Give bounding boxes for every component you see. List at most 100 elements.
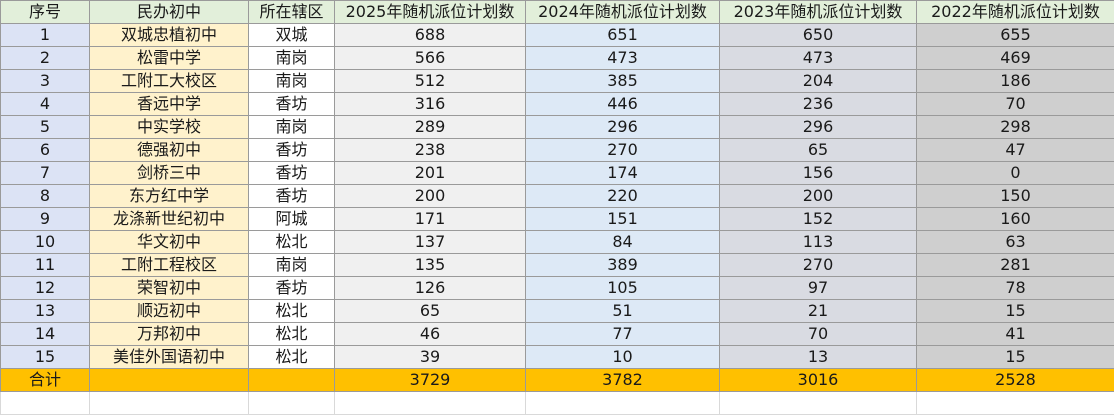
total-cell-district [248,368,335,392]
cell-seq: 12 [0,276,90,300]
cell-2022: 47 [916,138,1114,162]
header-row: 序号 民办初中 所在辖区 2025年随机派位计划数 2024年随机派位计划数 2… [0,0,1114,24]
cell-school: 中实学校 [89,115,249,139]
header-district: 所在辖区 [248,0,335,24]
cell-2023: 97 [719,276,917,300]
table-row: 4 香远中学 香坊 316 446 236 70 [0,92,1114,116]
table-row: 10 华文初中 松北 137 84 113 63 [0,230,1114,254]
cell-seq: 13 [0,299,90,323]
cell-2025: 566 [334,46,526,70]
cell-2022: 15 [916,345,1114,369]
cell-seq: 10 [0,230,90,254]
header-2024: 2024年随机派位计划数 [525,0,720,24]
cell-seq: 15 [0,345,90,369]
cell-2025: 238 [334,138,526,162]
empty-cell[interactable] [334,391,526,415]
cell-school: 剑桥三中 [89,161,249,185]
cell-seq: 1 [0,23,90,47]
cell-district: 香坊 [248,138,335,162]
empty-cell[interactable] [248,391,335,415]
header-2023: 2023年随机派位计划数 [719,0,917,24]
table-row: 9 龙涤新世纪初中 阿城 171 151 152 160 [0,207,1114,231]
cell-2022: 63 [916,230,1114,254]
cell-school: 龙涤新世纪初中 [89,207,249,231]
cell-2025: 65 [334,299,526,323]
cell-district: 南岗 [248,69,335,93]
cell-2025: 137 [334,230,526,254]
cell-2025: 171 [334,207,526,231]
cell-2025: 46 [334,322,526,346]
cell-district: 香坊 [248,161,335,185]
cell-2023: 473 [719,46,917,70]
header-school: 民办初中 [89,0,249,24]
table-row: 11 工附工程校区 南岗 135 389 270 281 [0,253,1114,277]
total-row: 合计 3729 3782 3016 2528 [0,368,1114,392]
cell-2025: 200 [334,184,526,208]
cell-2025: 201 [334,161,526,185]
table-row: 7 剑桥三中 香坊 201 174 156 0 [0,161,1114,185]
cell-2022: 70 [916,92,1114,116]
cell-district: 南岗 [248,115,335,139]
cell-seq: 8 [0,184,90,208]
table-row: 8 东方红中学 香坊 200 220 200 150 [0,184,1114,208]
cell-2022: 41 [916,322,1114,346]
header-2025: 2025年随机派位计划数 [334,0,526,24]
cell-school: 华文初中 [89,230,249,254]
cell-seq: 5 [0,115,90,139]
empty-cell[interactable] [525,391,720,415]
cell-2025: 688 [334,23,526,47]
cell-seq: 3 [0,69,90,93]
cell-district: 香坊 [248,276,335,300]
cell-2024: 10 [525,345,720,369]
table-row: 2 松雷中学 南岗 566 473 473 469 [0,46,1114,70]
cell-district: 松北 [248,299,335,323]
cell-district: 松北 [248,230,335,254]
header-2022: 2022年随机派位计划数 [916,0,1114,24]
cell-2023: 200 [719,184,917,208]
cell-2025: 135 [334,253,526,277]
cell-2025: 512 [334,69,526,93]
table-row: 5 中实学校 南岗 289 296 296 298 [0,115,1114,139]
cell-district: 阿城 [248,207,335,231]
cell-2023: 113 [719,230,917,254]
cell-2024: 651 [525,23,720,47]
cell-2023: 236 [719,92,917,116]
cell-seq: 7 [0,161,90,185]
empty-cell[interactable] [89,391,249,415]
table-row: 13 顺迈初中 松北 65 51 21 15 [0,299,1114,323]
empty-cell[interactable] [719,391,917,415]
cell-school: 双城忠植初中 [89,23,249,47]
cell-2025: 39 [334,345,526,369]
cell-2025: 126 [334,276,526,300]
cell-district: 南岗 [248,253,335,277]
total-cell-2025: 3729 [334,368,526,392]
total-cell-2024: 3782 [525,368,720,392]
cell-district: 双城 [248,23,335,47]
cell-2023: 65 [719,138,917,162]
table-row: 12 荣智初中 香坊 126 105 97 78 [0,276,1114,300]
cell-2025: 316 [334,92,526,116]
cell-school: 松雷中学 [89,46,249,70]
cell-seq: 6 [0,138,90,162]
table-row: 1 双城忠植初中 双城 688 651 650 655 [0,23,1114,47]
cell-2023: 13 [719,345,917,369]
cell-2022: 150 [916,184,1114,208]
cell-2024: 473 [525,46,720,70]
empty-row [0,391,1114,415]
cell-2022: 0 [916,161,1114,185]
cell-2022: 281 [916,253,1114,277]
empty-cell[interactable] [0,391,90,415]
cell-seq: 11 [0,253,90,277]
cell-2023: 70 [719,322,917,346]
cell-2024: 51 [525,299,720,323]
cell-2022: 78 [916,276,1114,300]
total-cell-seq: 合计 [0,368,90,392]
total-cell-school [89,368,249,392]
cell-2024: 220 [525,184,720,208]
cell-2024: 385 [525,69,720,93]
cell-2023: 156 [719,161,917,185]
cell-2025: 289 [334,115,526,139]
cell-2022: 298 [916,115,1114,139]
empty-cell[interactable] [916,391,1114,415]
table-row: 14 万邦初中 松北 46 77 70 41 [0,322,1114,346]
